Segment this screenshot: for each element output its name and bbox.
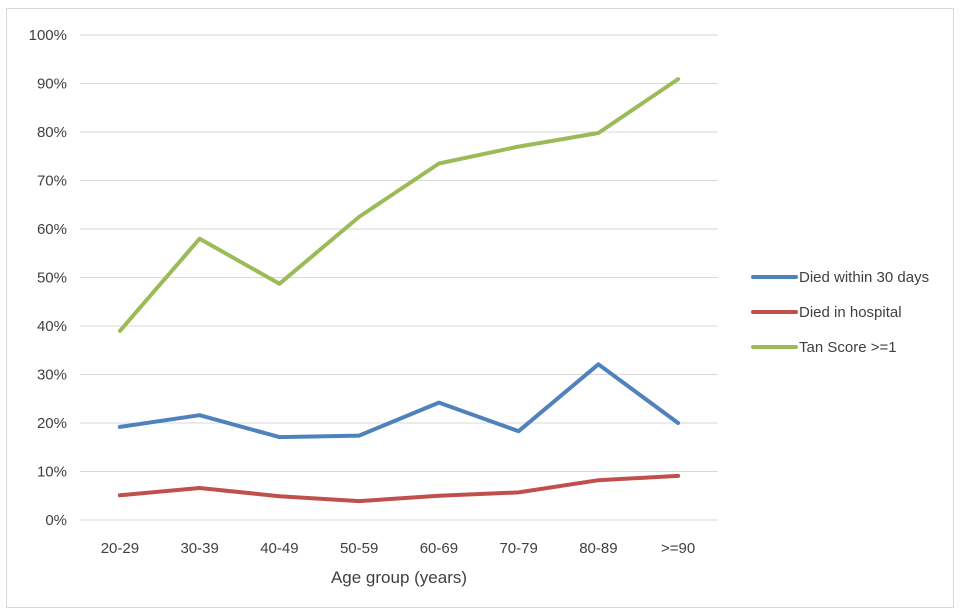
chart-frame [6,8,954,608]
x-tick-label: 50-59 [340,540,378,557]
y-tick-label: 90% [37,76,67,93]
x-axis-ticks: 20-29 30-39 40-49 50-59 60-69 70-79 80-89 >=90 [101,540,696,557]
gridlines [80,34,718,521]
series-lines [117,77,681,504]
x-tick-label: >=90 [661,540,695,557]
x-tick-label: 70-79 [499,540,537,557]
legend-label: Tan Score >=1 [799,339,897,356]
y-tick-label: 100% [29,27,67,44]
y-tick-label: 20% [37,415,67,432]
x-tick-label: 60-69 [420,540,458,557]
y-axis-ticks: 0% 10% 20% 30% 40% 50% 60% 70% 80% 90% 100% [29,27,67,529]
legend: Died within 30 days Died in hospital Tan S… [751,269,929,356]
y-tick-label: 40% [37,318,67,335]
x-tick-label: 80-89 [579,540,617,557]
legend-label: Died in hospital [799,304,902,321]
y-tick-label: 30% [37,367,67,384]
y-tick-label: 80% [37,124,67,141]
x-tick-label: 20-29 [101,540,139,557]
x-tick-label: 40-49 [260,540,298,557]
y-tick-label: 70% [37,173,67,190]
y-tick-label: 60% [37,221,67,238]
y-tick-label: 50% [37,270,67,287]
y-tick-label: 10% [37,464,67,481]
series-line-2 [117,77,681,333]
x-tick-label: 30-39 [180,540,218,557]
legend-label: Died within 30 days [799,269,929,286]
y-tick-label: 0% [45,512,67,529]
series-line-0 [117,362,681,440]
series-line-1 [117,473,681,504]
x-axis-label: Age group (years) [331,568,467,587]
